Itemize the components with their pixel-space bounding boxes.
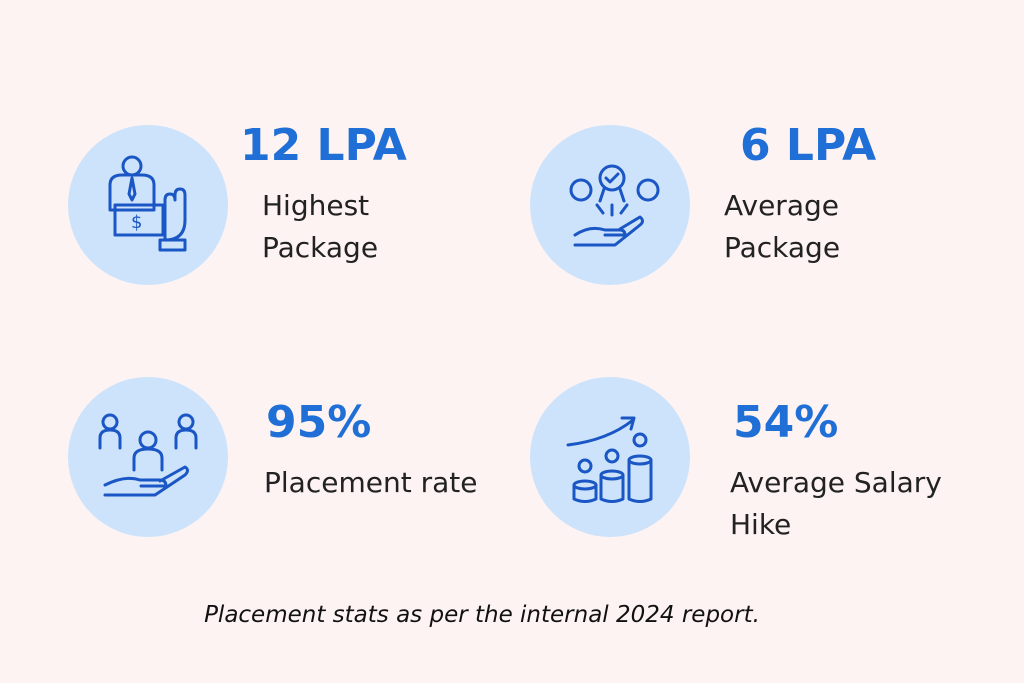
svg-text:$: $: [131, 212, 142, 233]
footnote: Placement stats as per the internal 2024…: [204, 602, 760, 628]
icon-placement: [68, 377, 228, 537]
stat-label: Placement rate: [264, 466, 477, 499]
icon-highest: $: [68, 125, 228, 285]
stat-value: 54%: [733, 397, 838, 448]
stat-label: Package: [724, 231, 840, 264]
stat-value: 12 LPA: [240, 120, 407, 171]
stat-label: Hike: [730, 508, 791, 541]
stat-value: 6 LPA: [740, 120, 876, 171]
icon-average: [530, 125, 690, 285]
icon-hike: [530, 377, 690, 537]
stat-value: 95%: [266, 397, 371, 448]
stat-label: Average: [724, 189, 839, 222]
stat-label: Average Salary: [730, 466, 942, 499]
stat-label: Package: [262, 231, 378, 264]
stat-label: Highest: [262, 189, 369, 222]
